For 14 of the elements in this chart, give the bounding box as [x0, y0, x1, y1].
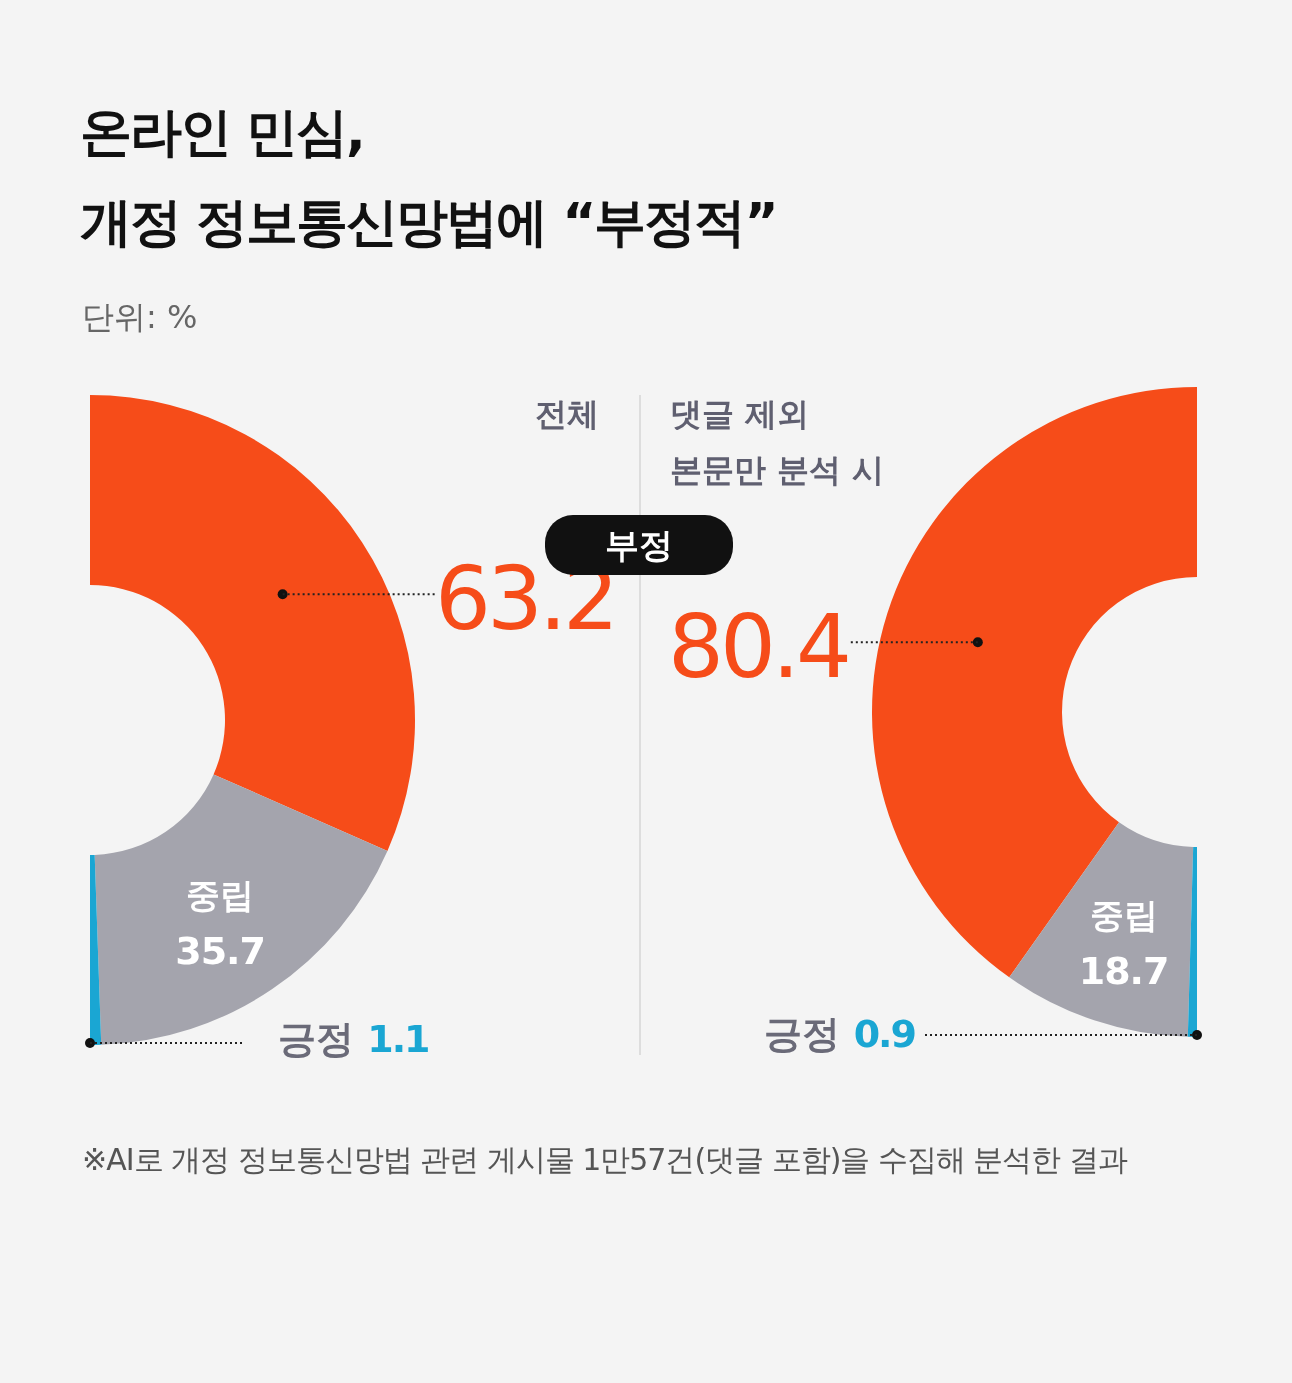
data-label: 1.1 — [367, 1017, 429, 1061]
slice-label: 중립 — [186, 875, 255, 916]
text: 댓글 제외 본문만 분석 시 — [670, 395, 885, 489]
chart-subtitle: 단위: % — [82, 298, 198, 336]
text: ※AI로 개정 정보통신망법 관련 게시물 1만57건(댓글 포함)을 수집해 분석한 결과 — [82, 1142, 1128, 1177]
slice-label: 중립 — [1089, 895, 1158, 936]
text: 전체 — [535, 395, 599, 433]
data-label: 35.7 — [175, 929, 265, 974]
data-label: 18.7 — [1078, 949, 1169, 994]
slice-label: 긍정 — [764, 1012, 854, 1056]
data-label: 80.4 — [668, 595, 848, 699]
data-label: 0.9 — [853, 1012, 916, 1056]
slice-label: 긍정 — [278, 1017, 368, 1061]
chart-title: 온라인 민심, 개정 정보통신망법에 “부정적” — [80, 102, 777, 252]
